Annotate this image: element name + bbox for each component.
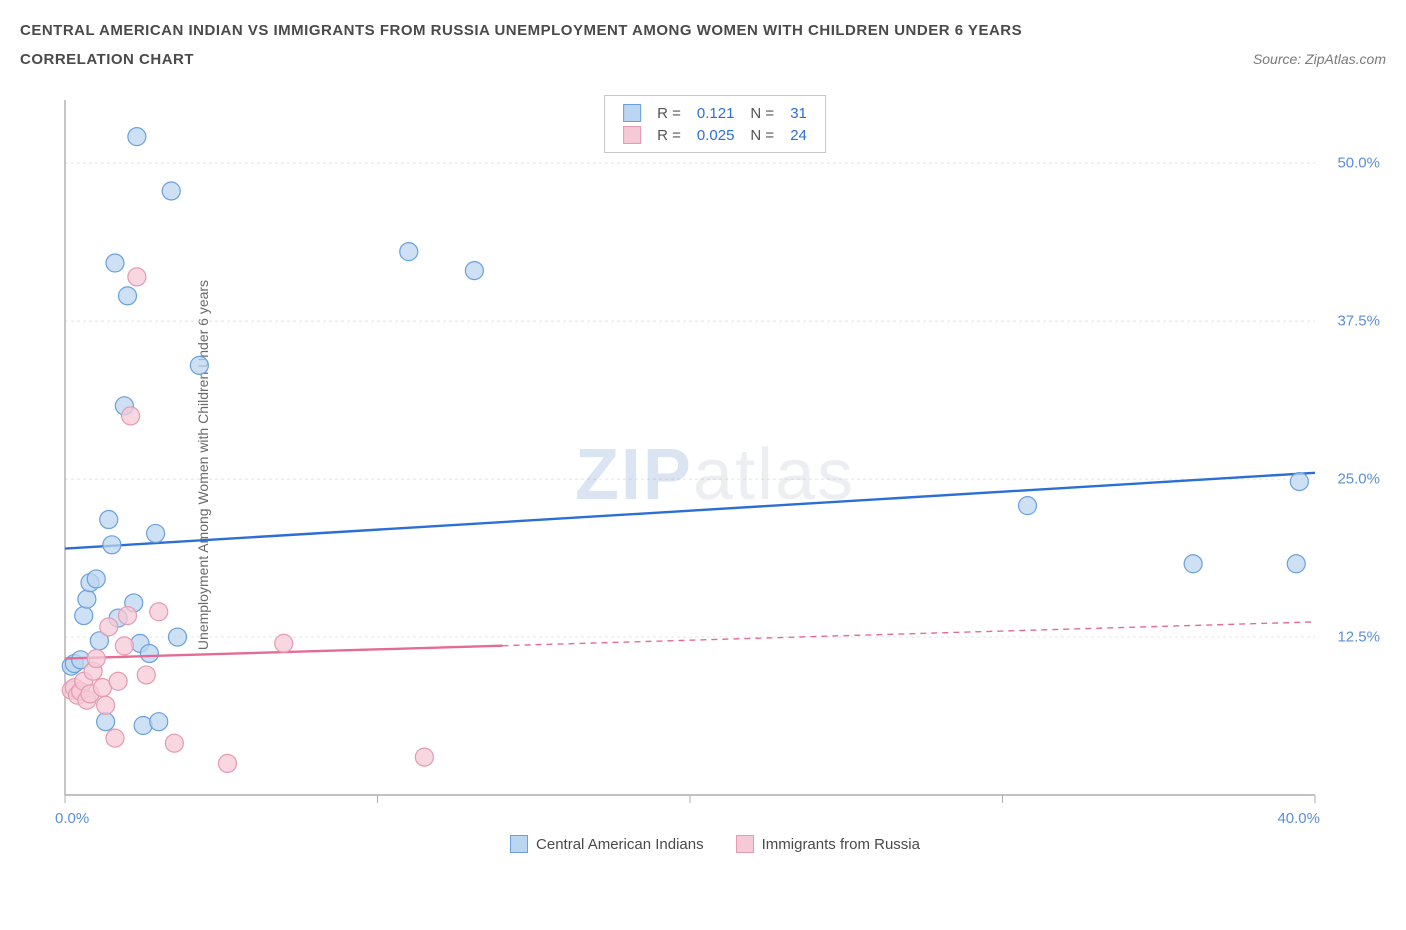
legend-item: Immigrants from Russia: [736, 835, 920, 853]
scatter-chart: [55, 95, 1375, 855]
x-tick-label: 0.0%: [55, 810, 89, 827]
stat-r-value: 0.025: [689, 124, 743, 146]
stat-n-label: N =: [742, 124, 782, 146]
stat-r-label: R =: [649, 102, 689, 124]
stats-row: R =0.025N =24: [615, 124, 815, 146]
y-tick-label: 37.5%: [1337, 313, 1380, 330]
stats-row: R =0.121N =31: [615, 102, 815, 124]
correlation-stats-legend: R =0.121N =31R =0.025N =24: [604, 95, 826, 153]
series-swatch: [510, 835, 528, 853]
chart-title: CENTRAL AMERICAN INDIAN VS IMMIGRANTS FR…: [20, 20, 1386, 43]
series-swatch: [736, 835, 754, 853]
source-credit: Source: ZipAtlas.com: [1253, 51, 1386, 67]
x-tick-label: 40.0%: [1277, 810, 1320, 827]
series-swatch: [623, 104, 641, 122]
stat-r-label: R =: [649, 124, 689, 146]
y-tick-label: 12.5%: [1337, 629, 1380, 646]
legend-label: Central American Indians: [536, 836, 704, 853]
stat-n-value: 31: [782, 102, 815, 124]
series-legend: Central American Indians Immigrants from …: [510, 835, 920, 853]
chart-subtitle: CORRELATION CHART: [20, 51, 194, 68]
stat-n-value: 24: [782, 124, 815, 146]
y-tick-label: 50.0%: [1337, 155, 1380, 172]
legend-item: Central American Indians: [510, 835, 704, 853]
plot-area: ZIPatlas R =0.121N =31R =0.025N =24 0.0%…: [55, 95, 1375, 855]
legend-label: Immigrants from Russia: [762, 836, 920, 853]
stat-r-value: 0.121: [689, 102, 743, 124]
stat-n-label: N =: [742, 102, 782, 124]
series-swatch: [623, 126, 641, 144]
y-tick-label: 25.0%: [1337, 471, 1380, 488]
